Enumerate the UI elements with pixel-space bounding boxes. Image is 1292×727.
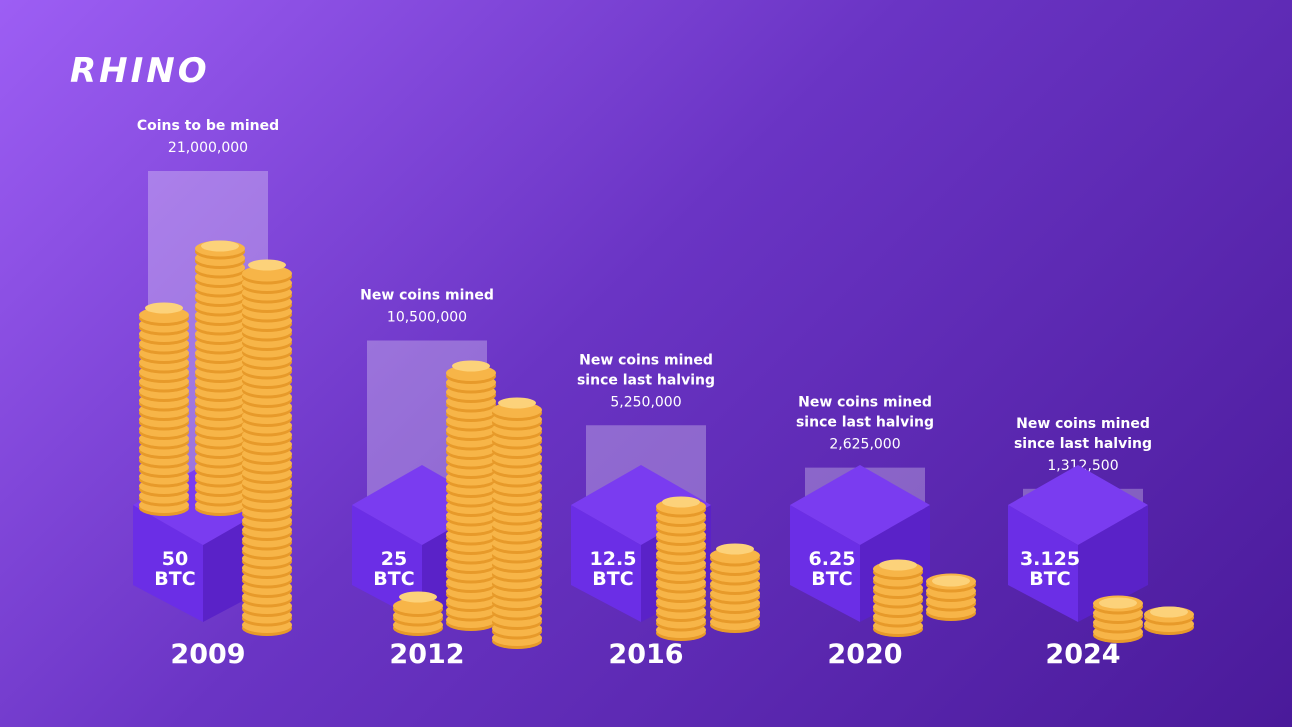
bar-label: since last halving [796, 415, 934, 431]
reward-unit: BTC [373, 568, 414, 590]
bar-label: Coins to be mined [137, 118, 279, 134]
coin-stack-icon [393, 591, 443, 636]
bar-value-label: 2,625,000 [829, 437, 900, 453]
column-2020: New coins mined since last halving 2,625,0… [790, 395, 976, 670]
bar-label: New coins mined [579, 352, 713, 368]
coin-stack-icon [195, 240, 245, 516]
year-label: 2024 [1045, 639, 1120, 670]
reward-amount: 6.25 [809, 548, 856, 570]
year-label: 2009 [170, 639, 245, 670]
coin-stack-icon [242, 259, 292, 636]
reward-amount: 50 [162, 548, 188, 570]
reward-cube [1008, 465, 1148, 622]
reward-unit: BTC [592, 568, 633, 590]
year-label: 2012 [389, 639, 464, 670]
bar-label: since last halving [577, 372, 715, 388]
year-label: 2020 [827, 639, 902, 670]
bar-label: New coins mined [798, 395, 932, 411]
reward-unit: BTC [154, 568, 195, 590]
coin-stack-icon [139, 302, 189, 516]
bar-label: New coins mined [1016, 416, 1150, 432]
reward-unit: BTC [811, 568, 852, 590]
column-2016: New coins mined since last halving 5,250,0… [571, 352, 760, 670]
coin-stack-icon [656, 496, 706, 641]
coin-stack-icon [873, 559, 923, 637]
bar-label: New coins mined [360, 288, 494, 304]
reward-amount: 12.5 [590, 548, 637, 570]
column-2024: New coins mined since last halving 1,312,5… [1008, 416, 1194, 670]
bar-label: since last halving [1014, 436, 1152, 452]
coin-stack-icon [446, 360, 496, 631]
coin-stack-icon [492, 397, 542, 649]
bar-value-label: 10,500,000 [387, 310, 467, 326]
reward-amount: 3.125 [1020, 548, 1080, 570]
bar-value-label: 1,312,500 [1047, 458, 1118, 474]
coin-stack-icon [1093, 595, 1143, 643]
coin-stack-icon [710, 543, 760, 633]
year-label: 2016 [608, 639, 683, 670]
rhino-logo: RHINO [70, 51, 210, 91]
coin-stack-icon [1144, 606, 1194, 635]
reward-amount: 25 [381, 548, 407, 570]
reward-unit: BTC [1029, 568, 1070, 590]
bar-value-label: 21,000,000 [168, 140, 248, 156]
coin-stack-icon [926, 573, 976, 621]
bar-value-label: 5,250,000 [610, 394, 681, 410]
